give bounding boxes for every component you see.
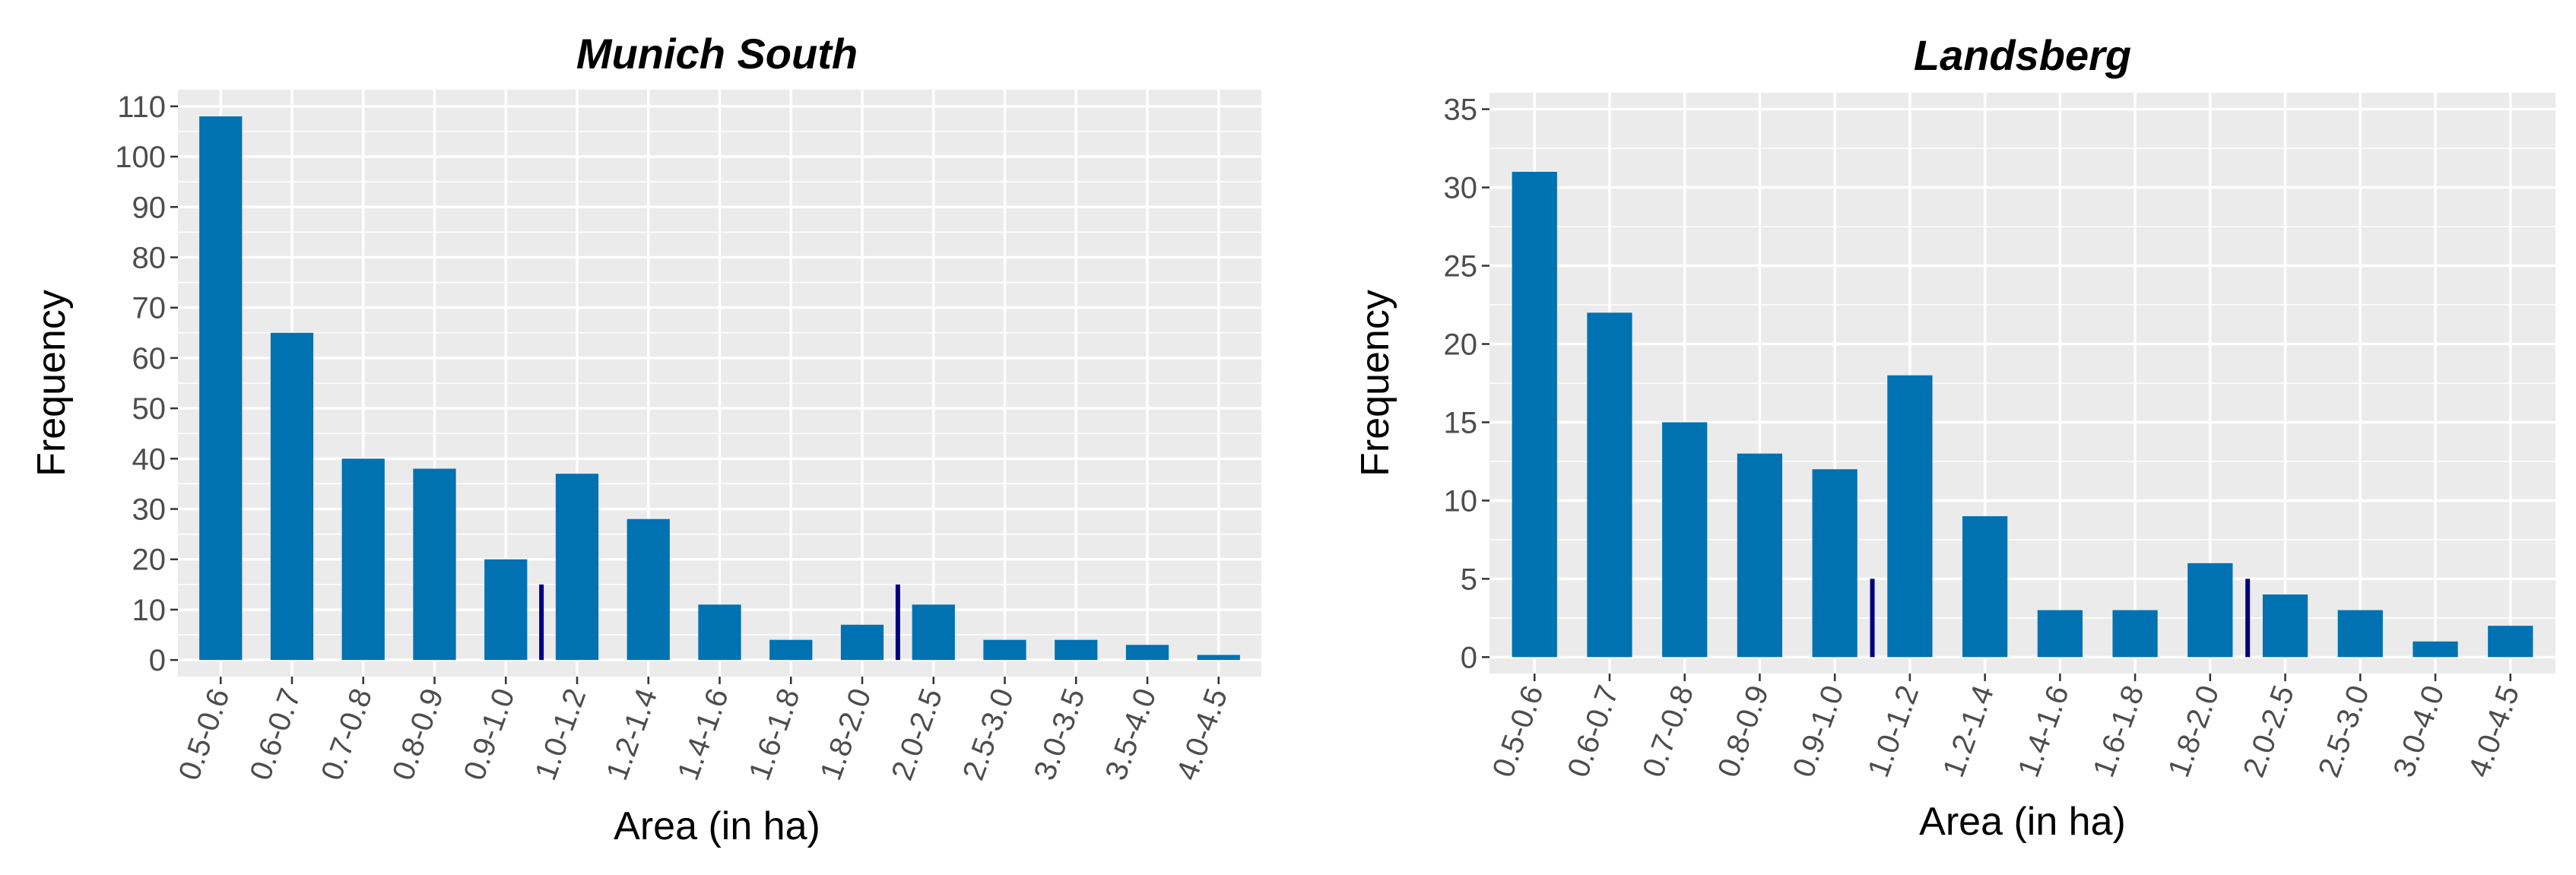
munich-south-chart: Munich South 0 10 20 30 40 50 60 70 80 90 100 110 0… <box>30 30 1261 848</box>
chart-title: Munich South <box>576 30 858 78</box>
y-axis-label: Frequency <box>1353 290 1397 477</box>
y-tick-label: 70 <box>132 292 167 325</box>
x-tick-label: 0.7-0.8 <box>315 684 379 785</box>
x-tick-label: 1.2-1.4 <box>600 684 664 785</box>
bar-0.8-0.9 <box>1737 453 1783 658</box>
bar-1.8-2.0 <box>2187 563 2233 658</box>
y-tick-label: 10 <box>132 594 167 627</box>
x-tick-label: 0.6-0.7 <box>1561 681 1625 781</box>
x-tick-label: 1.4-1.6 <box>2012 681 2076 781</box>
markers <box>1870 579 2251 658</box>
bar-0.5-0.6 <box>199 116 243 661</box>
y-axis: 0 5 10 15 20 25 30 35 <box>1444 94 1489 674</box>
y-axis: 0 10 20 30 40 50 60 70 80 90 100 110 <box>115 90 178 677</box>
bar-1.0-1.2 <box>1887 375 1933 658</box>
x-tick-label: 0.7-0.8 <box>1636 681 1700 781</box>
bar-3.5-4.0 <box>1125 645 1169 661</box>
x-tick-label: 1.0-1.2 <box>529 684 593 785</box>
bar-3.0-3.5 <box>1055 639 1098 661</box>
x-tick-label: 0.9-1.0 <box>1787 681 1851 781</box>
x-tick-label: 2.5-3.0 <box>2312 681 2376 781</box>
bar-2.5-3.0 <box>2337 610 2383 658</box>
landsberg-chart: Landsberg 0 5 10 15 20 25 30 35 0.5-0.6 0.6-0.7 0… <box>1288 0 2576 875</box>
y-tick-label: 40 <box>132 442 167 476</box>
y-tick-label: 0 <box>149 644 166 677</box>
bar-0.5-0.6 <box>1512 171 1557 658</box>
bar-2.0-2.5 <box>2262 594 2308 658</box>
bar-1.4-1.6 <box>2037 610 2083 658</box>
x-tick-label: 1.6-1.8 <box>743 684 807 785</box>
bar-0.7-0.8 <box>341 458 385 661</box>
y-axis-label: Frequency <box>30 290 74 477</box>
x-tick-label: 0.6-0.7 <box>244 684 308 785</box>
bar-0.6-0.7 <box>1587 312 1632 658</box>
y-tick-label: 15 <box>1444 406 1478 439</box>
bar-0.7-0.8 <box>1662 422 1708 658</box>
bar-0.9-1.0 <box>484 559 528 661</box>
bar-1.6-1.8 <box>2112 610 2158 658</box>
y-tick-label: 50 <box>132 392 167 426</box>
x-tick-label: 2.0-2.5 <box>2237 681 2301 781</box>
chart-title: Landsberg <box>1914 31 2131 79</box>
x-tick-label: 3.0-3.5 <box>1028 684 1092 785</box>
bar-4.0-4.5 <box>2488 626 2533 658</box>
x-tick-label: 1.8-2.0 <box>814 684 878 785</box>
y-tick-label: 80 <box>132 241 167 274</box>
x-axis: 0.5-0.6 0.6-0.7 0.7-0.8 0.8-0.9 0.9-1.0 1.0-1… <box>1486 674 2526 781</box>
bar-1.0-1.2 <box>555 474 599 661</box>
bar-1.6-1.8 <box>769 639 813 661</box>
x-tick-label: 0.5-0.6 <box>173 684 236 785</box>
x-tick-label: 4.0-4.5 <box>1170 684 1234 785</box>
x-tick-label: 0.5-0.6 <box>1486 681 1550 781</box>
bar-0.6-0.7 <box>270 332 314 661</box>
x-tick-label: 4.0-4.5 <box>2462 681 2526 781</box>
bar-0.9-1.0 <box>1812 469 1857 658</box>
bar-2.0-2.5 <box>912 604 955 661</box>
y-tick-label: 90 <box>132 191 167 224</box>
bars <box>199 116 1240 661</box>
x-tick-label: 1.8-2.0 <box>2162 681 2225 781</box>
y-tick-label: 5 <box>1461 563 1477 596</box>
y-tick-label: 20 <box>1444 328 1478 362</box>
y-tick-label: 110 <box>117 90 166 124</box>
x-axis-label: Area (in ha) <box>1919 800 2126 844</box>
x-tick-label: 1.6-1.8 <box>2087 681 2151 781</box>
x-tick-label: 1.0-1.2 <box>1861 681 1925 781</box>
munich-south-chart-svg: Munich South 0 10 20 30 40 50 60 70 80 90 100 110 0… <box>30 30 1261 848</box>
bar-1.2-1.4 <box>627 518 670 661</box>
x-tick-label: 1.4-1.6 <box>671 684 735 785</box>
bar-1.4-1.6 <box>698 604 741 661</box>
x-tick-label: 2.0-2.5 <box>885 684 949 785</box>
bar-1.8-2.0 <box>840 624 884 661</box>
x-tick-label: 1.2-1.4 <box>1937 681 2000 781</box>
bar-1.2-1.4 <box>1962 516 2008 658</box>
x-axis-label: Area (in ha) <box>614 804 820 848</box>
bar-2.5-3.0 <box>983 639 1026 661</box>
y-tick-label: 35 <box>1444 94 1478 127</box>
x-tick-label: 0.9-1.0 <box>458 684 522 785</box>
y-tick-label: 10 <box>1444 484 1478 518</box>
bar-0.8-0.9 <box>413 468 456 661</box>
x-tick-label: 0.8-0.9 <box>386 684 450 785</box>
bars <box>1512 171 2533 658</box>
x-tick-label: 3.0-4.0 <box>2387 681 2451 781</box>
x-tick-label: 2.5-3.0 <box>956 684 1020 785</box>
y-tick-label: 0 <box>1461 641 1477 674</box>
y-tick-label: 60 <box>132 342 167 376</box>
x-tick-label: 3.5-4.0 <box>1099 684 1163 785</box>
bar-4.0-4.5 <box>1197 655 1240 661</box>
y-tick-label: 100 <box>115 141 166 174</box>
y-tick-label: 25 <box>1444 250 1478 284</box>
markers <box>539 584 900 661</box>
bar-3.0-4.0 <box>2413 641 2458 658</box>
y-tick-label: 20 <box>132 544 167 577</box>
x-axis: 0.5-0.6 0.6-0.7 0.7-0.8 0.8-0.9 0.9-1.0 1.0-1… <box>173 677 1234 785</box>
y-tick-label: 30 <box>132 493 167 527</box>
y-tick-label: 30 <box>1444 172 1478 205</box>
x-tick-label: 0.8-0.9 <box>1712 681 1775 781</box>
